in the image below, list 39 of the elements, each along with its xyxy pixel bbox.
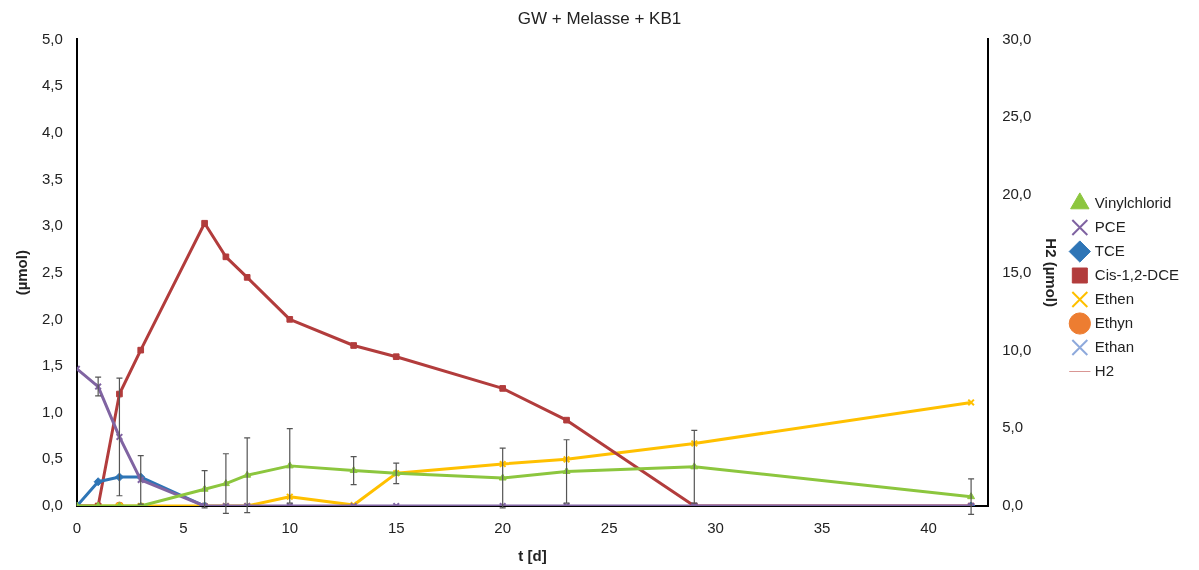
y-tick-label: 5,0 (41, 29, 63, 47)
legend-label: Ethyn (1094, 313, 1134, 331)
legend-label: Ethan (1094, 337, 1135, 355)
legend-label: TCE (1094, 241, 1125, 259)
legend-label: Cis-1,2-DCE (1094, 265, 1180, 283)
y2-tick-label: 10,0 (1002, 340, 1032, 358)
x-axis-title: t [d] (518, 547, 547, 565)
y2-tick-label: 25,0 (1002, 107, 1032, 125)
x-tick-label: 15 (387, 519, 405, 537)
y-tick-label: 0,5 (41, 449, 63, 467)
x-tick-label: 35 (813, 519, 831, 537)
y-axis-title: (µmol) (13, 250, 31, 296)
legend-label: Ethen (1094, 289, 1135, 307)
legend-label: H2 (1094, 361, 1115, 379)
x-tick-label: 0 (72, 519, 82, 537)
y-tick-label: 2,0 (41, 309, 63, 327)
y-tick-label: 0,0 (41, 496, 63, 514)
y-tick-label: 4,0 (41, 122, 63, 140)
x-tick-label: 20 (494, 519, 512, 537)
y2-tick-label: 0,0 (1002, 496, 1023, 514)
y2-tick-label: 15,0 (1002, 262, 1032, 280)
x-tick-label: 30 (707, 519, 724, 537)
y2-tick-label: 20,0 (1002, 185, 1032, 203)
legend-label: PCE (1094, 217, 1126, 235)
legend-label: Vinylchlorid (1094, 193, 1172, 211)
x-tick-label: 25 (600, 519, 618, 537)
y2-axis-title: H2 (µmol) (1043, 238, 1061, 308)
y-tick-label: 4,5 (41, 76, 63, 94)
x-tick-label: 10 (281, 519, 299, 537)
x-tick-label: 40 (920, 519, 937, 537)
y2-tick-label: 5,0 (1002, 418, 1023, 436)
y-tick-label: 1,0 (41, 402, 63, 420)
chart-title: GW + Melasse + KB1 (517, 8, 682, 28)
y-tick-label: 3,5 (41, 169, 63, 187)
y-tick-label: 2,5 (41, 262, 63, 280)
y-tick-label: 3,0 (41, 216, 63, 234)
y-tick-label: 1,5 (41, 356, 63, 374)
x-tick-label: 5 (179, 519, 188, 537)
y2-tick-label: 30,0 (1002, 29, 1032, 47)
